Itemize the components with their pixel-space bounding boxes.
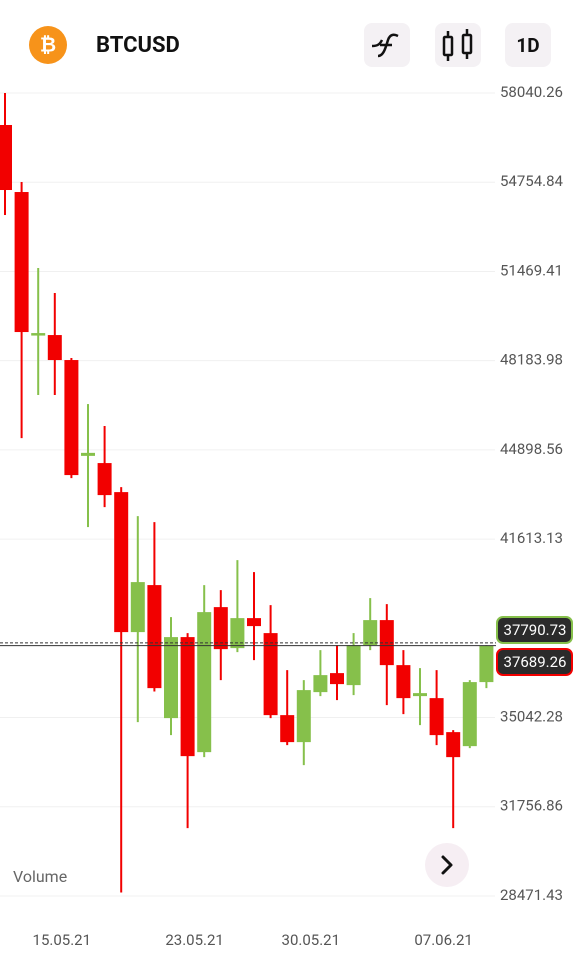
x-tick-label: 15.05.21: [33, 931, 92, 949]
y-tick-label: 28471.43: [500, 886, 563, 904]
price-tag: [496, 616, 573, 644]
y-tick-label: 35042.28: [500, 708, 563, 726]
candle-body: [247, 618, 261, 627]
candle-body: [31, 333, 46, 336]
candle-body: [429, 698, 444, 736]
price-tag: [496, 648, 573, 676]
y-tick-label: 31756.86: [500, 797, 563, 815]
candle-body: [479, 645, 494, 683]
candle-body: [97, 463, 112, 496]
candle-body: [130, 582, 145, 633]
price-tag-label: 37689.26: [504, 653, 567, 671]
candle-body: [280, 715, 295, 743]
chevron-icon: [441, 855, 453, 875]
candle-icon: [442, 29, 473, 61]
interval: 1D: [516, 34, 539, 57]
candle-body: [81, 452, 95, 456]
header: ₿ BTCUSD 1D: [29, 23, 551, 67]
candle-body: [147, 585, 162, 689]
candle-body: [230, 618, 245, 649]
chart: 58040.26 54754.84 51469.41 48183.98 44898.56…: [0, 83, 573, 949]
interval-button[interactable]: [505, 23, 551, 67]
x-tick-label: 23.05.21: [165, 931, 224, 949]
candle-body: [413, 693, 427, 697]
candle-body: [296, 690, 311, 743]
volume-label: Volume: [13, 867, 67, 886]
x-tick-label: 07.06.21: [414, 931, 473, 949]
symbol: BTCUSD: [96, 33, 180, 58]
candle-body: [180, 637, 195, 757]
indicator-icon: [371, 33, 399, 58]
y-tick-label: 44898.56: [500, 440, 563, 458]
candle-body: [197, 612, 212, 753]
candle-body: [47, 335, 62, 361]
y-tick-label: 54754.84: [500, 172, 564, 190]
price-tag-label: 37790.73: [504, 621, 567, 639]
candle-body: [14, 192, 29, 333]
candle-body: [330, 673, 344, 685]
chart-type-button[interactable]: [435, 23, 481, 67]
candle-body: [363, 620, 378, 646]
x-tick-label: 30.05.21: [282, 931, 341, 949]
candle-body: [164, 637, 178, 719]
candle-body: [396, 665, 411, 699]
candle-body: [114, 492, 129, 633]
candle-body: [462, 682, 477, 747]
scroll-right-button[interactable]: [425, 843, 469, 887]
candle-body: [346, 645, 361, 686]
candle-body: [213, 607, 228, 650]
coin-logo: [29, 26, 67, 64]
coin-logo-glyph: ₿: [40, 32, 56, 56]
candle-body: [263, 633, 278, 716]
candle-body: [313, 675, 328, 693]
y-tick-label: 41613.13: [500, 529, 563, 547]
y-tick-label: 51469.41: [500, 261, 563, 279]
candle-body: [0, 124, 12, 191]
candle-body: [446, 732, 461, 758]
candle-body: [64, 360, 79, 476]
y-tick-label: 48183.98: [500, 351, 563, 369]
y-tick-label: 58040.26: [500, 83, 563, 101]
